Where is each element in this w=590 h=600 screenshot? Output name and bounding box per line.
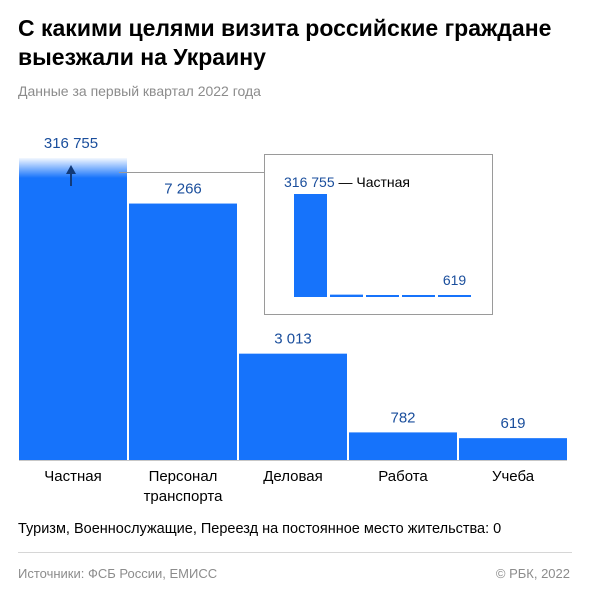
- value-label: 316 755: [44, 135, 98, 152]
- bar: [129, 203, 237, 460]
- inset-bar: [294, 194, 327, 297]
- bar-chart: 316 755 Частная 7 266 Персонал транспорта 3 0…: [19, 135, 567, 505]
- inset-bar: [330, 294, 363, 297]
- inset-bar: [438, 295, 471, 297]
- value-label: 7 266: [164, 181, 202, 198]
- source-note: Источники: ФСБ России, ЕМИСС: [18, 566, 218, 581]
- footer-divider: [18, 552, 572, 553]
- category-label: Деловая: [263, 468, 323, 485]
- category-label: Персонал: [149, 468, 218, 485]
- copyright: © РБК, 2022: [495, 566, 570, 581]
- value-label: 782: [390, 409, 415, 426]
- chart-title: С какими целями визита российские гражда…: [18, 15, 552, 70]
- category-label: Частная: [44, 468, 101, 485]
- bar: [349, 432, 457, 460]
- inset-min-label: 619: [443, 272, 467, 288]
- value-label: 619: [500, 415, 525, 432]
- bar: [459, 438, 567, 460]
- value-label: 3 013: [274, 331, 312, 348]
- inset-max-label: 316 755 — Частная: [284, 174, 410, 190]
- zero-categories-note: Туризм, Военнослужащие, Переезд на посто…: [18, 521, 502, 537]
- category-label: Работа: [378, 468, 428, 485]
- chart-subtitle: Данные за первый квартал 2022 года: [18, 83, 261, 99]
- inset-bar: [366, 295, 399, 297]
- truncation-arrow-icon: [66, 165, 76, 174]
- bar-chastnaya: [19, 178, 127, 460]
- category-label: транспорта: [144, 488, 224, 505]
- bar: [239, 353, 347, 460]
- inset-bar: [402, 295, 435, 297]
- category-label: Учеба: [492, 468, 535, 485]
- bar-chastnaya-fade: [19, 158, 127, 178]
